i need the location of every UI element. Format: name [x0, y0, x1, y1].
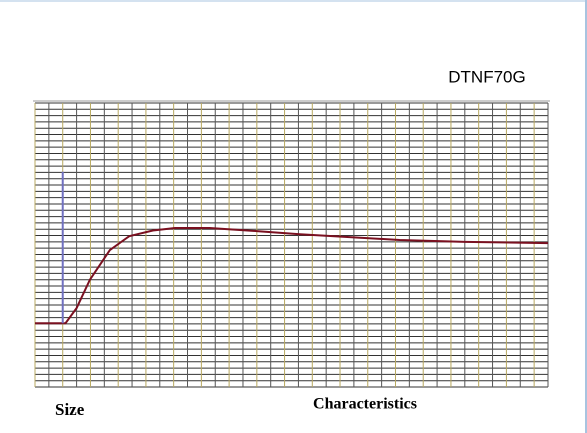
line-series — [35, 226, 549, 325]
y-axis-label: Size — [55, 400, 85, 419]
grid — [33, 100, 550, 388]
chart-title: DTNF70G — [448, 67, 525, 86]
x-axis-label: Characteristics — [313, 396, 417, 413]
plot — [35, 171, 549, 325]
